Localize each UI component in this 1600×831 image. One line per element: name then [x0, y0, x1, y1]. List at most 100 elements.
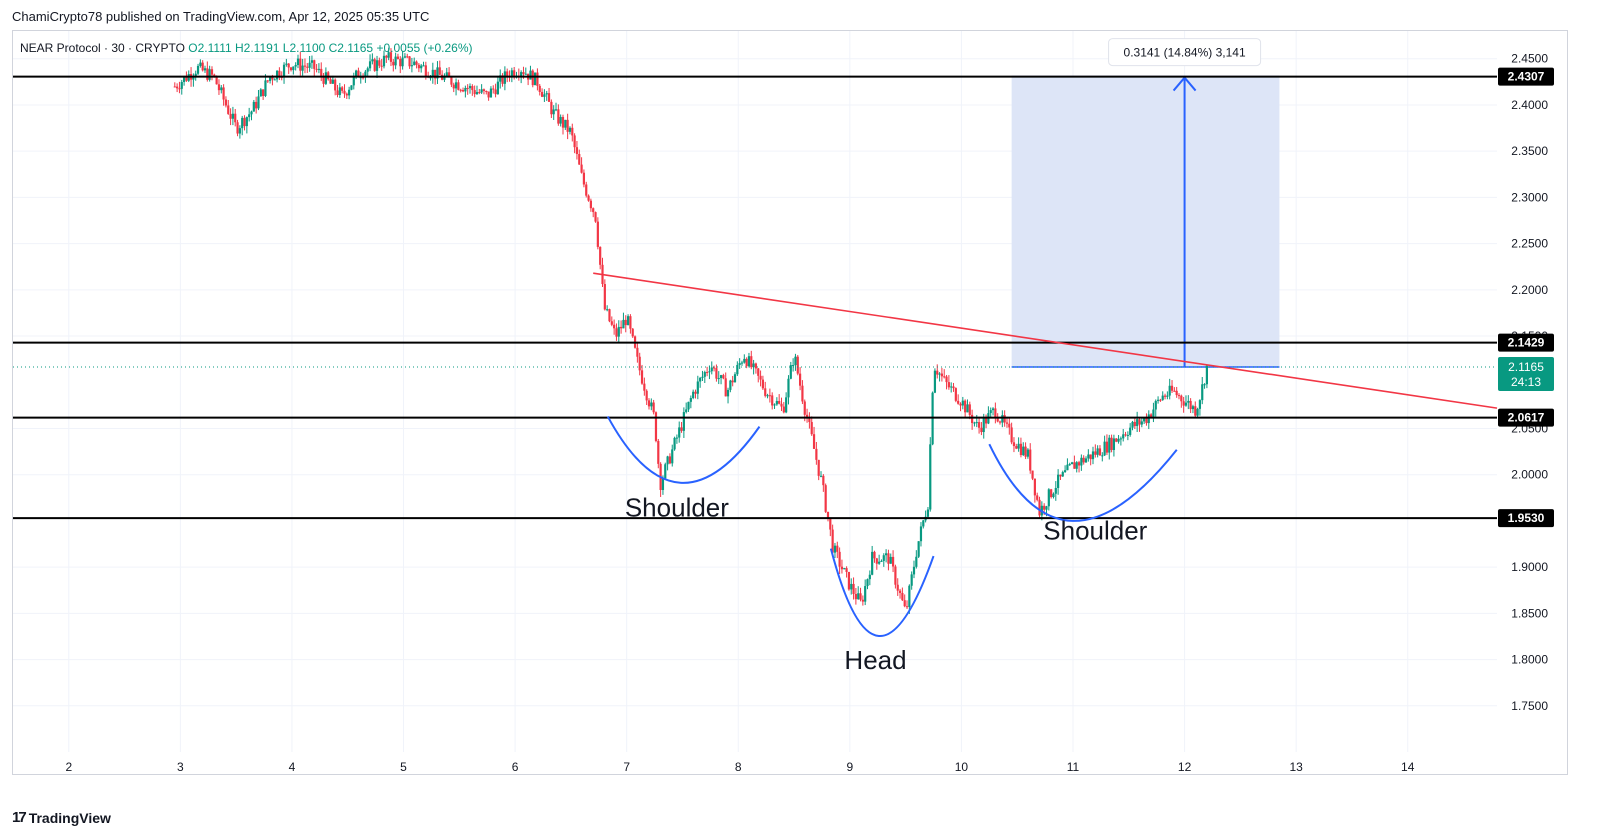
candle	[1070, 461, 1074, 465]
candle-body	[234, 113, 237, 123]
candle-body	[385, 55, 388, 58]
candle	[568, 126, 572, 135]
candle-body	[303, 65, 307, 67]
candle	[933, 368, 937, 394]
candle	[1143, 417, 1146, 424]
candle-body	[606, 309, 609, 311]
right-shoulder-arc	[988, 443, 1178, 522]
candle	[664, 462, 667, 480]
candle-body	[1019, 443, 1023, 456]
candle	[257, 89, 260, 111]
candle-body	[631, 328, 634, 337]
candle	[578, 149, 581, 165]
candle	[626, 314, 630, 326]
tradingview-logo-icon: 17	[12, 809, 27, 826]
candle-body	[982, 417, 985, 433]
candle-body	[287, 63, 290, 68]
candle	[1203, 383, 1206, 389]
candle-body	[1115, 438, 1118, 442]
candle-body	[350, 85, 353, 90]
candle	[1180, 394, 1183, 408]
candle	[919, 522, 923, 547]
candle	[566, 113, 569, 140]
candle	[1168, 378, 1171, 400]
candle-body	[898, 590, 902, 593]
candle-body	[1091, 451, 1095, 460]
candle	[940, 367, 943, 382]
candle-body	[778, 401, 781, 404]
bar-countdown-label: 24:13	[1511, 375, 1541, 389]
candle	[717, 371, 720, 385]
candle	[766, 393, 769, 399]
candle	[719, 374, 723, 385]
candle-body	[494, 89, 497, 95]
candle-body	[252, 101, 255, 112]
candle-body	[792, 365, 795, 367]
candle	[552, 105, 555, 120]
candle-body	[434, 69, 437, 79]
candle	[380, 58, 383, 71]
candle	[947, 375, 950, 390]
candle-body	[996, 417, 999, 422]
candle-body	[475, 92, 479, 95]
candle-body	[959, 403, 962, 406]
footer-brand[interactable]: 17 TradingView	[12, 809, 111, 826]
candle	[871, 545, 874, 576]
candle	[278, 67, 281, 81]
candle	[1061, 470, 1064, 477]
candle-body	[492, 88, 495, 90]
candle	[687, 401, 690, 412]
candle	[173, 82, 176, 88]
candle-body	[510, 70, 513, 78]
candle-body	[843, 568, 846, 570]
candle	[517, 68, 520, 81]
candle	[715, 364, 718, 382]
candle-body	[596, 221, 599, 247]
candle	[817, 459, 820, 481]
candle	[622, 312, 625, 329]
candle	[403, 53, 407, 59]
candle-body	[592, 208, 595, 213]
candle-body	[413, 61, 416, 66]
candle-body	[364, 71, 367, 78]
candle-body	[961, 400, 964, 406]
candle-body	[964, 400, 967, 413]
y-tick-label: 2.4500	[1511, 52, 1548, 66]
candle-body	[355, 70, 358, 77]
candle	[285, 58, 288, 67]
candle	[250, 110, 253, 121]
candle-body	[692, 391, 695, 399]
candle-body	[459, 89, 462, 91]
candle-body	[875, 558, 878, 564]
candle	[917, 541, 920, 559]
candle-body	[1010, 427, 1013, 443]
candle-body	[194, 73, 197, 77]
candle-body	[248, 114, 251, 118]
candle-body	[771, 395, 774, 406]
candle	[1084, 456, 1088, 463]
candle	[812, 426, 816, 449]
candle-body	[403, 56, 407, 58]
candle	[764, 381, 767, 398]
x-tick-label: 3	[177, 760, 184, 774]
candle	[501, 73, 504, 87]
candle	[1082, 455, 1085, 465]
candle-body	[854, 593, 857, 600]
candle-body	[840, 566, 844, 570]
candle-body	[1101, 455, 1104, 457]
candle	[624, 315, 627, 333]
x-tick-label: 7	[623, 760, 630, 774]
candle-body	[845, 568, 848, 572]
candle-body	[415, 61, 418, 65]
candle	[898, 588, 902, 599]
candle-body	[436, 67, 439, 79]
candle	[889, 553, 892, 564]
candle-body	[701, 376, 704, 378]
candle-body	[759, 375, 762, 380]
candle	[631, 328, 634, 338]
candle	[392, 58, 395, 72]
symbol-name: NEAR Protocol · 30 · CRYPTO	[20, 41, 185, 55]
candle-body	[852, 583, 855, 594]
candle-body	[643, 383, 646, 391]
